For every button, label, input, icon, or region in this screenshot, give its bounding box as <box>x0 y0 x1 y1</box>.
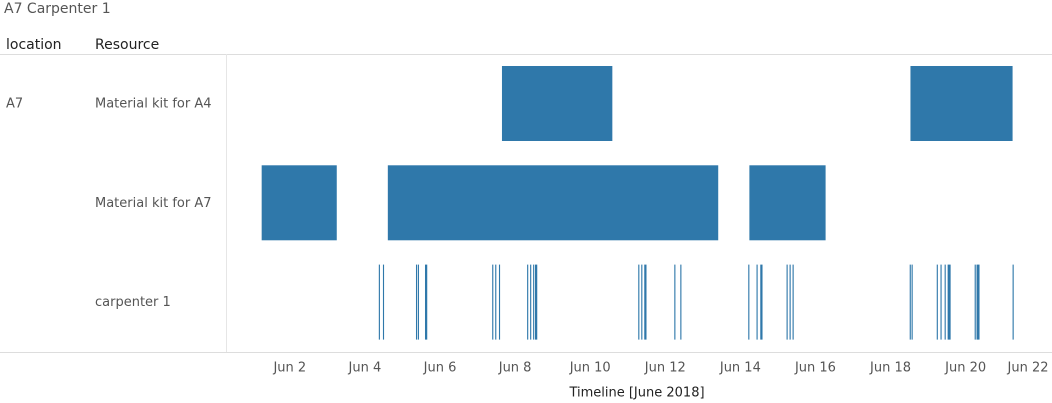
x-tick-label: Jun 14 <box>719 361 761 376</box>
gantt-bar <box>748 264 750 340</box>
gantt-bar <box>1012 264 1014 340</box>
gantt-bar <box>909 264 911 340</box>
gantt-bar <box>533 264 535 340</box>
gantt-bar <box>792 264 794 340</box>
x-tick-label: Jun 16 <box>794 361 836 376</box>
gantt-bar <box>638 264 640 340</box>
gantt-bar <box>911 264 913 340</box>
gantt-bar <box>527 264 529 340</box>
gantt-bar <box>387 165 719 241</box>
gantt-bar <box>760 264 763 340</box>
gantt-bar <box>749 165 826 241</box>
gantt-bar <box>534 264 538 340</box>
location-label: A7 <box>6 97 23 112</box>
resource-label: carpenter 1 <box>95 295 171 310</box>
gantt-bar <box>674 264 676 340</box>
gantt-bar <box>530 264 532 340</box>
x-tick-label: Jun 20 <box>944 361 986 376</box>
resource-label: Material kit for A4 <box>95 97 212 112</box>
x-tick-label: Jun 6 <box>423 361 457 376</box>
gantt-bar <box>644 264 647 340</box>
gantt-bar <box>947 264 951 340</box>
resource-label: Material kit for A7 <box>95 196 212 211</box>
gantt-bar <box>498 264 501 340</box>
gantt-bar <box>501 66 613 141</box>
gantt-bar <box>424 264 428 340</box>
location-header: location <box>6 37 62 53</box>
gantt-bar <box>680 264 682 340</box>
x-tick-label: Jun 22 <box>1007 361 1049 376</box>
gantt-bar <box>974 264 976 340</box>
gantt-bar <box>261 165 337 241</box>
x-tick-label: Jun 18 <box>869 361 911 376</box>
gantt-bar <box>415 264 418 340</box>
gantt-bar <box>756 264 758 340</box>
gantt-bar <box>910 66 1013 141</box>
x-axis-label: Timeline [June 2018] <box>568 386 704 401</box>
resource-header: Resource <box>95 37 159 53</box>
gantt-bar <box>382 264 385 340</box>
gantt-bar <box>976 264 980 340</box>
gantt-bar <box>378 264 380 340</box>
x-tick-label: Jun 2 <box>272 361 306 376</box>
gantt-bar <box>417 264 419 340</box>
gantt-bar <box>641 264 643 340</box>
gantt-bar <box>940 264 942 340</box>
gantt-bar <box>495 264 497 340</box>
gantt-bar <box>786 264 788 340</box>
chart-title: A7 Carpenter 1 <box>4 1 111 17</box>
gantt-bar <box>936 264 938 340</box>
gantt-bar <box>944 264 946 340</box>
x-tick-label: Jun 8 <box>498 361 532 376</box>
x-tick-label: Jun 10 <box>569 361 611 376</box>
x-tick-label: Jun 12 <box>644 361 686 376</box>
gantt-bar <box>789 264 791 340</box>
x-tick-label: Jun 4 <box>348 361 382 376</box>
gantt-bar <box>492 264 494 340</box>
